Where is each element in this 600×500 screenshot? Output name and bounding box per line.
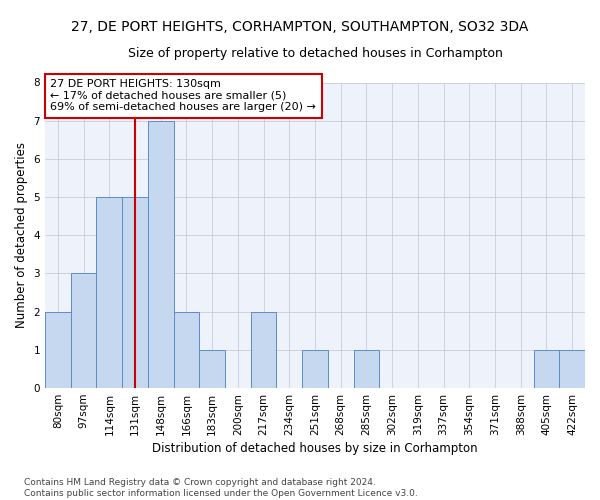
- Text: 27 DE PORT HEIGHTS: 130sqm
← 17% of detached houses are smaller (5)
69% of semi-: 27 DE PORT HEIGHTS: 130sqm ← 17% of deta…: [50, 80, 316, 112]
- Bar: [251, 312, 277, 388]
- Text: Contains HM Land Registry data © Crown copyright and database right 2024.
Contai: Contains HM Land Registry data © Crown c…: [24, 478, 418, 498]
- Bar: [97, 197, 122, 388]
- X-axis label: Distribution of detached houses by size in Corhampton: Distribution of detached houses by size …: [152, 442, 478, 455]
- Bar: [45, 312, 71, 388]
- Bar: [199, 350, 225, 388]
- Bar: [71, 274, 97, 388]
- Bar: [173, 312, 199, 388]
- Title: Size of property relative to detached houses in Corhampton: Size of property relative to detached ho…: [128, 48, 502, 60]
- Bar: [533, 350, 559, 388]
- Bar: [559, 350, 585, 388]
- Text: 27, DE PORT HEIGHTS, CORHAMPTON, SOUTHAMPTON, SO32 3DA: 27, DE PORT HEIGHTS, CORHAMPTON, SOUTHAM…: [71, 20, 529, 34]
- Bar: [353, 350, 379, 388]
- Bar: [302, 350, 328, 388]
- Bar: [148, 120, 173, 388]
- Bar: [122, 197, 148, 388]
- Y-axis label: Number of detached properties: Number of detached properties: [15, 142, 28, 328]
